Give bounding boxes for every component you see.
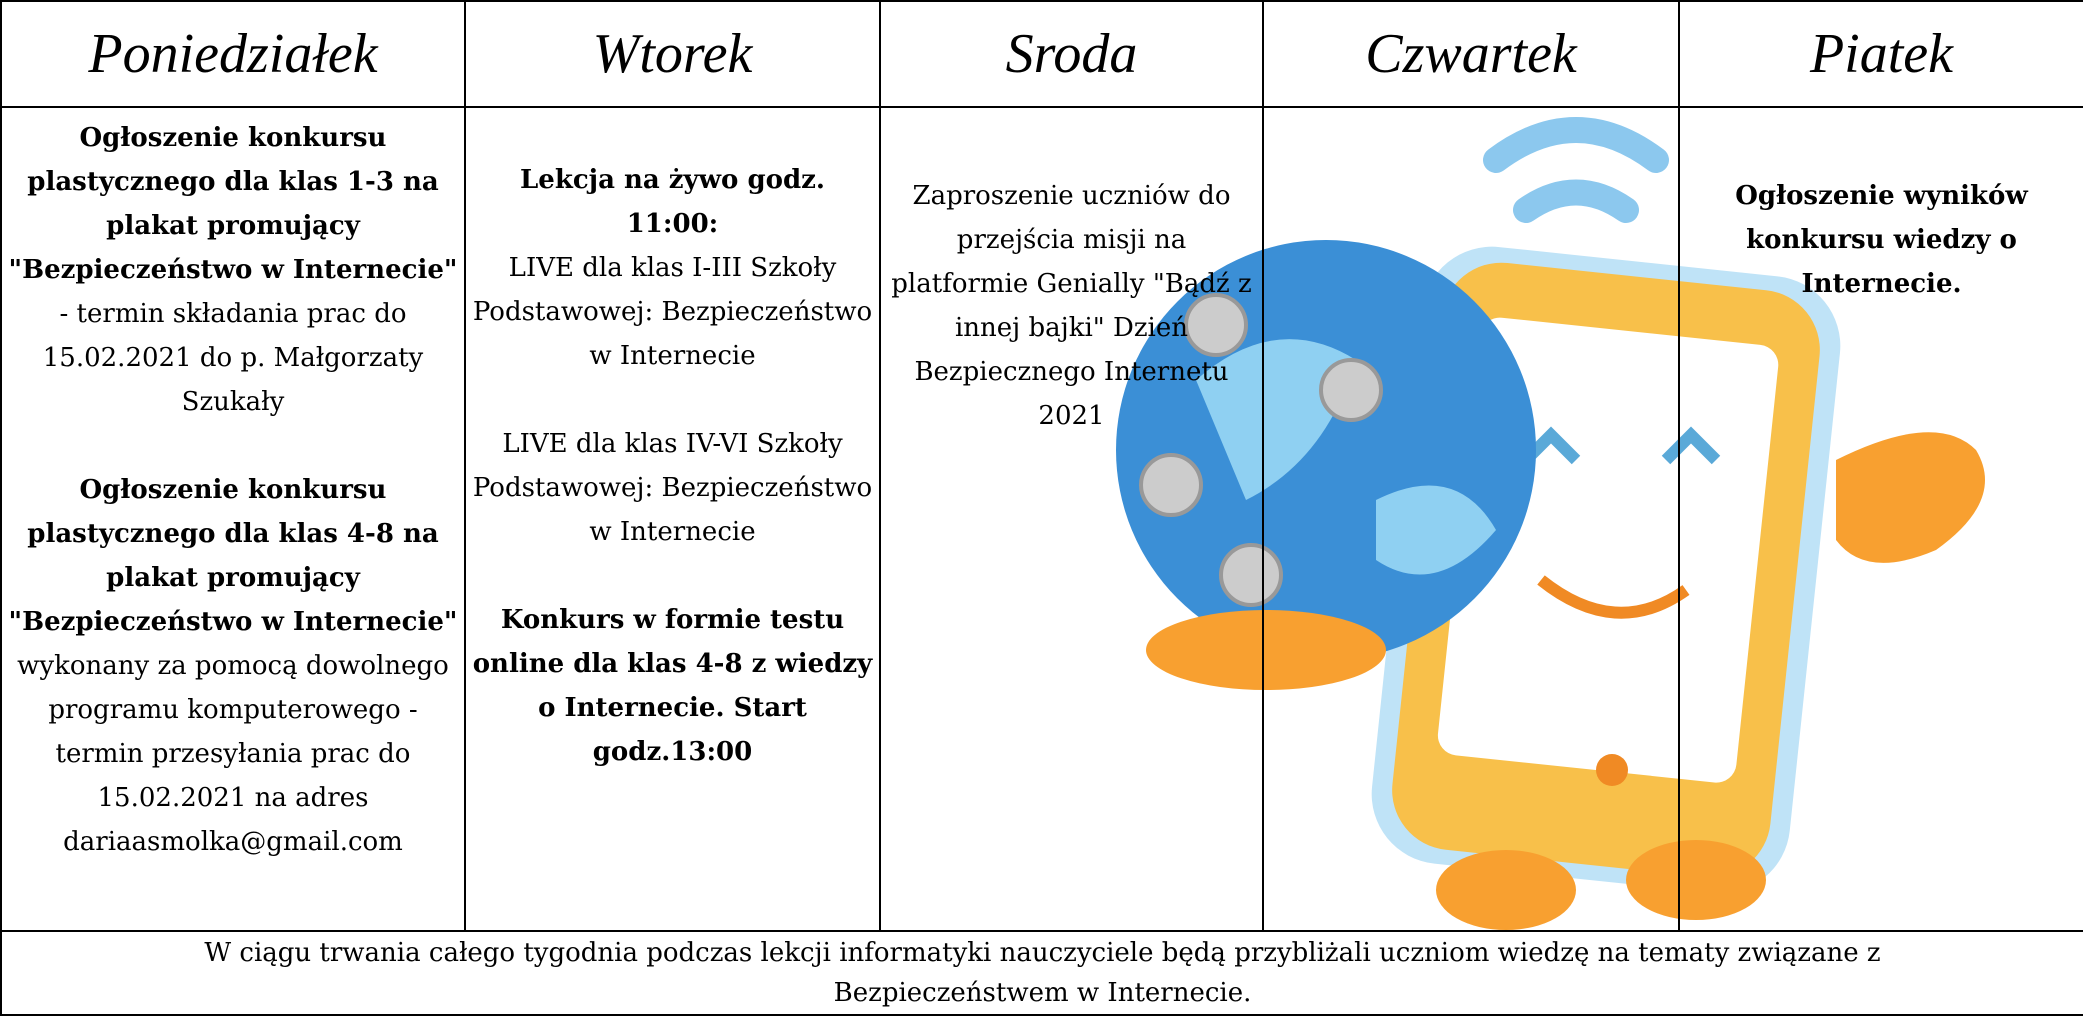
text: - termin składania prac do 15.02.2021 do… (42, 299, 424, 417)
paragraph: LIVE dla klas IV-VI Szkoły Podstawowej: … (470, 422, 875, 554)
day-header: Czwartek (1262, 0, 1680, 108)
paragraph: Zaproszenie uczniów do przejścia misji n… (885, 174, 1258, 438)
day-cell: Ogłoszenie konkursu plastycznego dla kla… (0, 106, 466, 932)
paragraph: Lekcja na żywo godz. 11:00: (470, 158, 875, 246)
day-cell: Zaproszenie uczniów do przejścia misji n… (879, 106, 1264, 932)
bold-text: Ogłoszenie konkursu plastycznego dla kla… (8, 475, 458, 637)
bold-text: Konkurs w formie testu online dla klas 4… (472, 605, 873, 767)
bold-text: Ogłoszenie konkursu plastycznego dla kla… (8, 123, 458, 285)
day-cell: Ogłoszenie wyników konkursu wiedzy o Int… (1678, 106, 2083, 932)
paragraph: Ogłoszenie konkursu plastycznego dla kla… (6, 468, 460, 864)
footer: W ciągu trwania całego tygodnia podczas … (0, 930, 2083, 1016)
paragraph: Ogłoszenie wyników konkursu wiedzy o Int… (1684, 174, 2079, 306)
footer-row: W ciągu trwania całego tygodnia podczas … (0, 930, 2083, 1016)
header-row: Poniedziałek Wtorek Sroda Czwartek Piatek (0, 0, 2083, 108)
day-cell: Lekcja na żywo godz. 11:00: LIVE dla klas… (464, 106, 881, 932)
day-cell (1262, 106, 1680, 932)
text: LIVE dla klas I-III Szkoły Podstawowej: … (472, 253, 873, 371)
paragraph: LIVE dla klas I-III Szkoły Podstawowej: … (470, 246, 875, 378)
text: Zaproszenie uczniów do przejścia misji n… (891, 181, 1252, 431)
paragraph: Ogłoszenie konkursu plastycznego dla kla… (6, 116, 460, 424)
bold-text: Lekcja na żywo godz. 11:00: (520, 165, 825, 239)
day-header: Poniedziałek (0, 0, 466, 108)
day-header: Sroda (879, 0, 1264, 108)
paragraph: Konkurs w formie testu online dla klas 4… (470, 598, 875, 774)
day-header: Piatek (1678, 0, 2083, 108)
day-header: Wtorek (464, 0, 881, 108)
body-row: Ogłoszenie konkursu plastycznego dla kla… (0, 106, 2083, 932)
bold-text: Ogłoszenie wyników konkursu wiedzy o Int… (1735, 181, 2028, 299)
text: wykonany za pomocą dowolnego programu ko… (17, 651, 449, 857)
text: LIVE dla klas IV-VI Szkoły Podstawowej: … (472, 429, 873, 547)
